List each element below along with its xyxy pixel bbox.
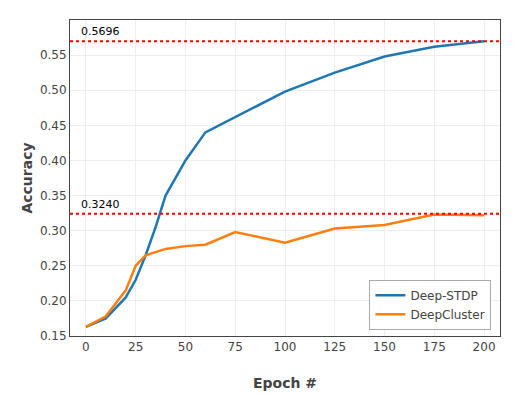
svg-text:50: 50 xyxy=(178,340,193,354)
svg-text:0.5696: 0.5696 xyxy=(81,25,120,38)
svg-text:75: 75 xyxy=(228,340,243,354)
svg-text:Accuracy: Accuracy xyxy=(19,142,35,213)
svg-text:0.25: 0.25 xyxy=(40,259,67,273)
svg-text:Epoch #: Epoch # xyxy=(253,375,317,391)
svg-text:0: 0 xyxy=(82,340,90,354)
svg-text:150: 150 xyxy=(373,340,396,354)
svg-text:0.3240: 0.3240 xyxy=(81,198,120,211)
svg-text:0.45: 0.45 xyxy=(40,119,67,133)
svg-text:0.15: 0.15 xyxy=(40,329,67,343)
svg-text:DeepCluster: DeepCluster xyxy=(410,308,484,322)
svg-text:100: 100 xyxy=(274,340,297,354)
svg-text:0.40: 0.40 xyxy=(40,154,67,168)
svg-text:175: 175 xyxy=(423,340,446,354)
svg-text:0.50: 0.50 xyxy=(40,83,67,97)
svg-text:0.55: 0.55 xyxy=(40,48,67,62)
svg-text:0.35: 0.35 xyxy=(40,189,67,203)
svg-text:125: 125 xyxy=(323,340,346,354)
svg-text:Deep-STDP: Deep-STDP xyxy=(410,289,477,303)
svg-text:0.20: 0.20 xyxy=(40,294,67,308)
svg-text:0.30: 0.30 xyxy=(40,224,67,238)
svg-text:25: 25 xyxy=(128,340,143,354)
svg-text:200: 200 xyxy=(473,340,496,354)
